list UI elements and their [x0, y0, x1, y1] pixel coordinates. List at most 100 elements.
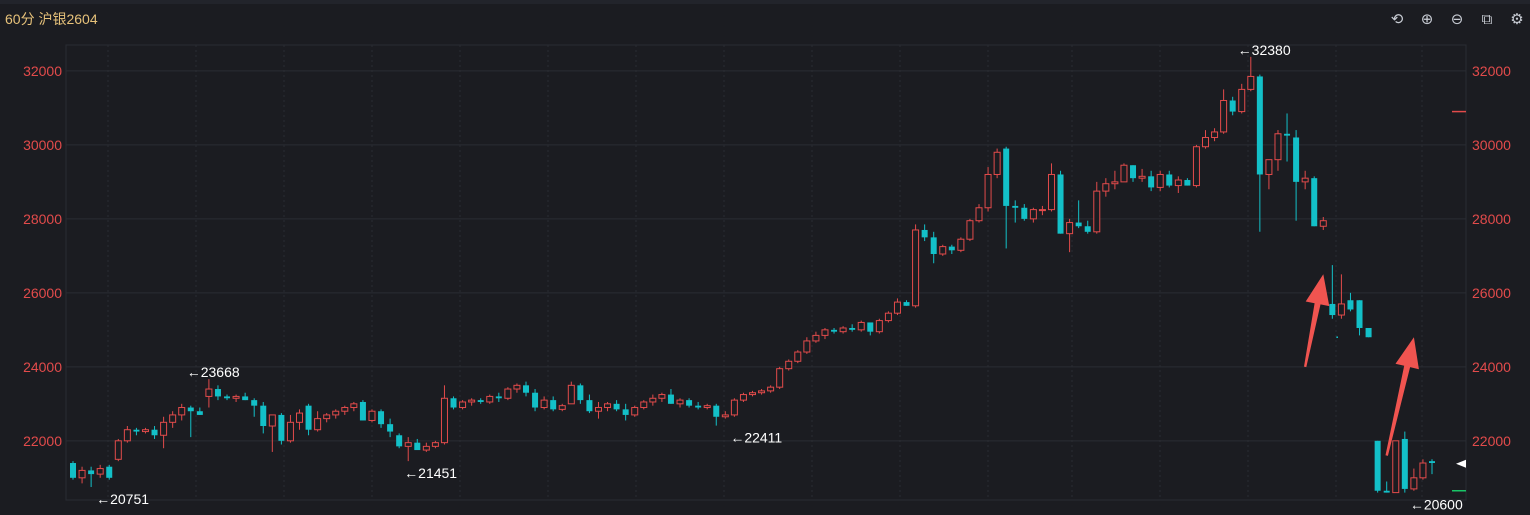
- candle: [224, 394, 231, 401]
- grid-lines: [65, 44, 1467, 501]
- zoom-out-icon[interactable]: ⊖: [1450, 11, 1464, 28]
- candle-body: [1220, 99, 1228, 133]
- candle: [450, 396, 457, 410]
- candle: [1374, 440, 1381, 493]
- candle-body: [948, 246, 955, 251]
- extreme-price-label: ←21451: [404, 465, 457, 481]
- candle-body: [1211, 131, 1219, 138]
- candle: [1401, 431, 1408, 493]
- candle: [205, 379, 213, 408]
- candle-body: [224, 396, 231, 399]
- chart-title: 60分 沪银2604: [5, 11, 98, 27]
- candle-body: [1066, 222, 1074, 235]
- candle: [1356, 300, 1363, 336]
- candle-body: [613, 403, 620, 410]
- candle-body: [1120, 164, 1128, 183]
- candle-body: [96, 468, 104, 475]
- candle-body: [106, 466, 113, 478]
- candle-body: [368, 410, 376, 421]
- candle-body: [567, 384, 575, 405]
- chart-toolbar: ⟲ ⊕ ⊖ ⧉ ⚙: [1384, 8, 1530, 30]
- candle: [984, 167, 992, 212]
- settings-icon[interactable]: ⚙: [1510, 11, 1524, 28]
- candle-body: [1156, 173, 1164, 188]
- candle-body: [1192, 146, 1200, 187]
- candle-body: [649, 397, 657, 403]
- candle: [640, 400, 648, 410]
- candle-body: [640, 401, 648, 409]
- candle: [1247, 56, 1255, 92]
- candle: [803, 337, 811, 354]
- candle: [268, 414, 276, 452]
- y-tick-label-right: 28000: [1472, 211, 1511, 227]
- annotation-arrows: [1304, 274, 1419, 456]
- candle-body: [939, 246, 947, 255]
- candle-body: [440, 397, 448, 444]
- candle-body: [459, 401, 467, 409]
- candle: [975, 204, 983, 223]
- candle: [1211, 128, 1219, 142]
- candle: [141, 427, 149, 434]
- candle: [540, 396, 548, 410]
- candle: [1319, 217, 1327, 230]
- candle-body: [387, 424, 394, 432]
- candle: [486, 394, 494, 404]
- candle-body: [893, 301, 901, 314]
- extreme-price-label: ←20751: [96, 491, 149, 507]
- candle: [133, 427, 140, 436]
- candle-body: [414, 442, 421, 451]
- y-tick-label-left: 28000: [23, 211, 62, 227]
- zoom-in-icon[interactable]: ⊕: [1420, 11, 1434, 28]
- candle: [350, 401, 358, 412]
- candle: [1256, 74, 1263, 232]
- candle-body: [577, 385, 584, 401]
- candle-body: [1093, 190, 1101, 233]
- candle: [1038, 205, 1046, 216]
- candle: [1429, 459, 1435, 475]
- candle-body: [1029, 209, 1037, 220]
- candle-body: [1075, 222, 1082, 227]
- candle: [1075, 200, 1082, 229]
- candle-body: [187, 407, 194, 412]
- candle-body: [114, 440, 122, 460]
- candle-body: [1138, 175, 1146, 179]
- candle-body: [884, 312, 892, 322]
- window-icon[interactable]: ⧉: [1481, 10, 1493, 28]
- candle-body: [1374, 440, 1381, 491]
- candle-body: [558, 405, 566, 410]
- candle: [884, 311, 892, 323]
- candle: [332, 409, 340, 419]
- candle: [703, 403, 711, 410]
- y-tick-label-right: 26000: [1472, 285, 1511, 301]
- candle: [893, 298, 901, 316]
- candle: [739, 392, 747, 402]
- candle-body: [251, 400, 258, 406]
- candle-body: [1057, 174, 1064, 234]
- candle-body: [540, 399, 548, 409]
- candle-body: [1047, 173, 1055, 211]
- y-tick-label-right: 24000: [1472, 359, 1511, 375]
- extreme-price-label: ←20600: [1410, 497, 1463, 513]
- candle-body: [160, 421, 168, 436]
- candle-body: [550, 400, 557, 410]
- candle-body: [803, 340, 811, 353]
- candle: [631, 405, 639, 417]
- candle: [1220, 89, 1228, 134]
- candle: [1347, 292, 1354, 312]
- candle: [1410, 468, 1418, 491]
- candle-body: [196, 411, 203, 415]
- candle-body: [70, 463, 76, 478]
- candle-body: [857, 321, 865, 331]
- candle: [903, 300, 910, 306]
- candle-body: [749, 392, 756, 396]
- candle: [948, 244, 955, 255]
- last-price-pointer: [1456, 459, 1466, 468]
- candle: [667, 389, 674, 404]
- undo-icon[interactable]: ⟲: [1390, 11, 1404, 28]
- candle: [387, 418, 394, 438]
- candle: [550, 396, 557, 412]
- candle: [114, 438, 122, 462]
- candle: [1120, 163, 1128, 183]
- candle-body: [875, 320, 883, 333]
